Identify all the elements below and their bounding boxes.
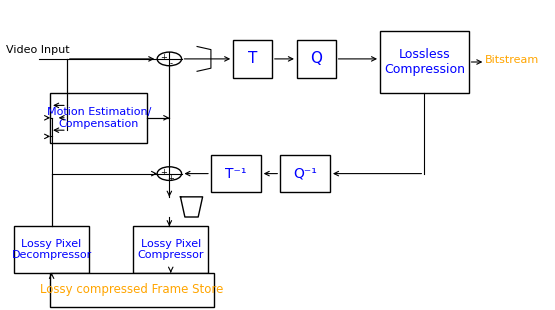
- FancyBboxPatch shape: [50, 93, 147, 143]
- Text: Lossless
Compression: Lossless Compression: [384, 48, 465, 76]
- Text: Lossy Pixel
Decompressor: Lossy Pixel Decompressor: [12, 239, 92, 260]
- FancyBboxPatch shape: [50, 273, 214, 307]
- Text: +: +: [160, 53, 167, 62]
- Text: -: -: [169, 59, 173, 68]
- FancyBboxPatch shape: [233, 40, 272, 78]
- Text: +: +: [160, 167, 167, 177]
- Text: T⁻¹: T⁻¹: [225, 166, 246, 181]
- Text: Q⁻¹: Q⁻¹: [293, 166, 317, 181]
- Text: Q: Q: [310, 51, 322, 66]
- FancyBboxPatch shape: [380, 31, 468, 93]
- Text: Video Input: Video Input: [6, 45, 69, 55]
- FancyBboxPatch shape: [133, 226, 208, 273]
- Text: Lossy Pixel
Compressor: Lossy Pixel Compressor: [138, 239, 204, 260]
- FancyBboxPatch shape: [280, 155, 330, 192]
- FancyBboxPatch shape: [14, 226, 89, 273]
- FancyBboxPatch shape: [211, 155, 261, 192]
- Text: Lossy compressed Frame Store: Lossy compressed Frame Store: [41, 283, 224, 296]
- Text: +: +: [168, 174, 174, 183]
- Text: Motion Estimation/
Compensation: Motion Estimation/ Compensation: [47, 107, 151, 129]
- Text: T: T: [248, 51, 257, 66]
- FancyBboxPatch shape: [297, 40, 336, 78]
- Text: Bitstream: Bitstream: [485, 55, 539, 65]
